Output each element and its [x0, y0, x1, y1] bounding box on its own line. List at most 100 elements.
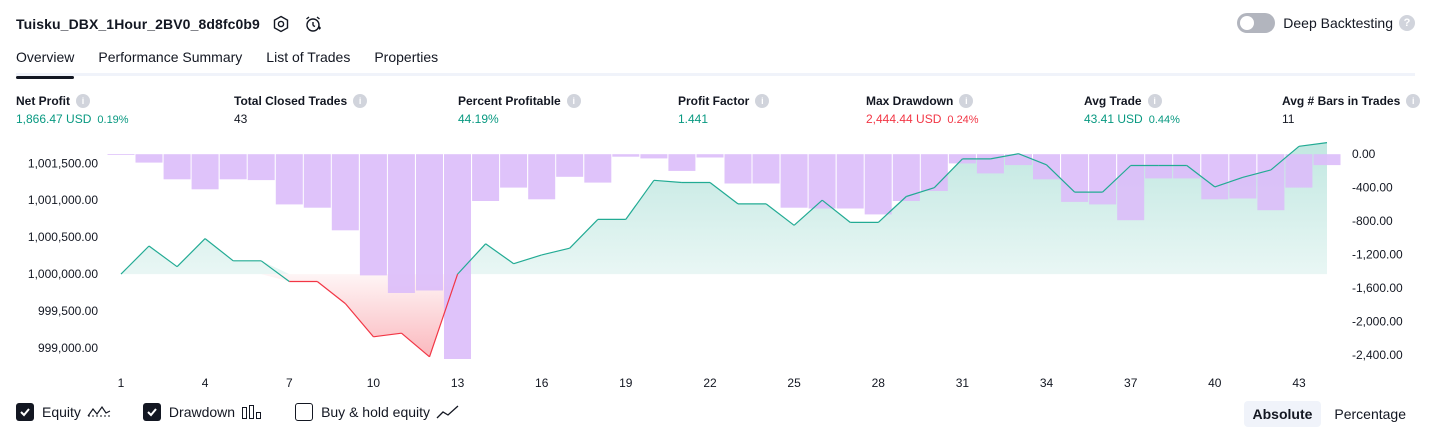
drawdown-bar: [107, 154, 135, 155]
trend-line-icon: [436, 404, 460, 420]
drawdown-bar: [584, 154, 612, 183]
left-axis-tick: 999,000.00: [38, 341, 98, 355]
equity-line-segment: [260, 260, 290, 282]
equity-line-segment: [513, 254, 542, 265]
equity-line-icon: [87, 404, 111, 420]
right-axis-tick: 0.00: [1352, 147, 1376, 161]
equity-line-segment: [1186, 165, 1216, 188]
drawdown-bar: [416, 154, 443, 291]
metric-label: Total Closed Trades: [234, 94, 348, 108]
info-icon[interactable]: i: [959, 94, 974, 108]
drawdown-bar: [1257, 154, 1285, 211]
drawdown-bar: [1117, 154, 1145, 221]
drawdown-bar: [668, 154, 696, 171]
metric-profit-factor: Profit Factor i 1.441: [678, 92, 770, 128]
percentage-button[interactable]: Percentage: [1334, 406, 1406, 422]
metric-value: 43: [234, 112, 248, 126]
right-axis-tick: -1,600.00: [1352, 281, 1403, 295]
chart-legend: Equity Drawdown Buy & hold equity: [16, 403, 492, 421]
info-icon[interactable]: i: [1406, 94, 1421, 108]
x-axis-tick: 22: [703, 376, 717, 390]
drawdown-bar: [359, 154, 387, 276]
drawdown-bar: [780, 154, 808, 208]
metric-percent-profitable: Percent Profitable i 44.19%: [458, 92, 581, 128]
drawdown-bar: [864, 154, 892, 215]
info-icon[interactable]: i: [566, 94, 581, 108]
report-tabs: Overview Performance Summary List of Tra…: [16, 46, 1415, 79]
tab-overview[interactable]: Overview: [16, 46, 75, 79]
left-axis-tick: 1,001,500.00: [28, 156, 98, 170]
info-icon[interactable]: i: [755, 94, 770, 108]
equity-line-segment: [709, 182, 739, 205]
metric-value: 44.19%: [458, 112, 499, 126]
metric-avg-bars: Avg # Bars in Trades i 11: [1282, 92, 1421, 128]
drawdown-bar: [387, 154, 415, 293]
legend-buy-hold[interactable]: Buy & hold equity: [295, 403, 460, 421]
equity-line-segment: [344, 303, 374, 338]
legend-label: Buy & hold equity: [321, 404, 431, 420]
equity-line-segment: [401, 332, 430, 358]
drawdown-bar: [1313, 154, 1341, 166]
equity-checkbox[interactable]: [16, 403, 34, 421]
equity-line-segment: [1102, 165, 1132, 193]
metric-label: Avg Trade: [1084, 94, 1142, 108]
metric-label: Max Drawdown: [866, 94, 954, 108]
x-axis-tick: 37: [1124, 376, 1138, 390]
info-icon[interactable]: i: [1147, 94, 1162, 108]
drawdown-bar: [1285, 154, 1313, 188]
right-axis-tick: -2,000.00: [1352, 314, 1403, 328]
drawdown-bar: [724, 154, 752, 184]
info-icon[interactable]: i: [353, 94, 368, 108]
tab-list-of-trades[interactable]: List of Trades: [266, 49, 351, 65]
drawdown-bar: [808, 154, 836, 209]
bar-chart-icon: [241, 404, 263, 420]
equity-line-segment: [1046, 164, 1076, 193]
drawdown-bar: [275, 154, 303, 205]
equity-line-segment: [625, 179, 655, 220]
drawdown-bar: [135, 154, 163, 163]
metric-value: 43.41 USD: [1084, 112, 1143, 126]
drawdown-checkbox[interactable]: [142, 403, 161, 421]
equity-line-segment: [569, 218, 599, 249]
drawdown-bar: [920, 154, 948, 191]
absolute-button[interactable]: Absolute: [1243, 401, 1322, 427]
metric-net-profit: Net Profit i 1,866.47 USD 0.19%: [16, 92, 129, 128]
metric-percent: 0.24%: [947, 114, 979, 126]
equity-line-segment: [765, 203, 795, 226]
view-mode-switch: Absolute Percentage: [1240, 401, 1416, 427]
gear-icon[interactable]: [270, 13, 292, 35]
info-icon[interactable]: i: [76, 94, 90, 108]
metric-label: Profit Factor: [678, 94, 750, 108]
drawdown-bar: [1089, 154, 1117, 205]
buy-hold-checkbox[interactable]: [295, 403, 314, 421]
help-icon[interactable]: ?: [1399, 15, 1415, 31]
equity-drawdown-chart[interactable]: 999,000.00 999,500.00 1,000,000.00 1,000,50…: [0, 140, 1431, 396]
equity-line-segment: [204, 238, 234, 262]
tab-performance-summary[interactable]: Performance Summary: [98, 49, 243, 65]
left-axis-tick: 1,000,000.00: [28, 267, 98, 281]
equity-line-segment: [906, 187, 935, 198]
metric-percent: 0.44%: [1148, 114, 1180, 126]
metric-value: 11: [1282, 112, 1295, 126]
equity-line-segment: [821, 199, 851, 223]
equity-area-profit: [121, 142, 1327, 275]
left-axis-tick: 1,001,000.00: [28, 193, 98, 207]
equity-line-segment: [933, 158, 963, 189]
equity-line-segment: [1298, 142, 1328, 147]
right-axis-tick: -1,200.00: [1352, 248, 1403, 262]
tab-properties[interactable]: Properties: [374, 49, 439, 65]
equity-line-segment: [373, 332, 402, 338]
drawdown-bar: [696, 154, 724, 158]
legend-drawdown[interactable]: Drawdown: [142, 403, 263, 421]
drawdown-bar: [1033, 154, 1060, 180]
legend-equity[interactable]: Equity: [16, 403, 111, 421]
drawdown-bar: [1173, 154, 1201, 179]
alarm-clock-icon[interactable]: [302, 13, 324, 35]
deep-backtesting-toggle[interactable]: [1237, 13, 1276, 33]
equity-line-segment: [148, 245, 178, 268]
equity-line-segment: [1242, 169, 1272, 178]
drawdown-bar: [163, 154, 191, 180]
drawdown-bar: [1201, 154, 1229, 200]
equity-line-segment: [990, 153, 1019, 160]
metric-value: 1.441: [678, 112, 709, 126]
